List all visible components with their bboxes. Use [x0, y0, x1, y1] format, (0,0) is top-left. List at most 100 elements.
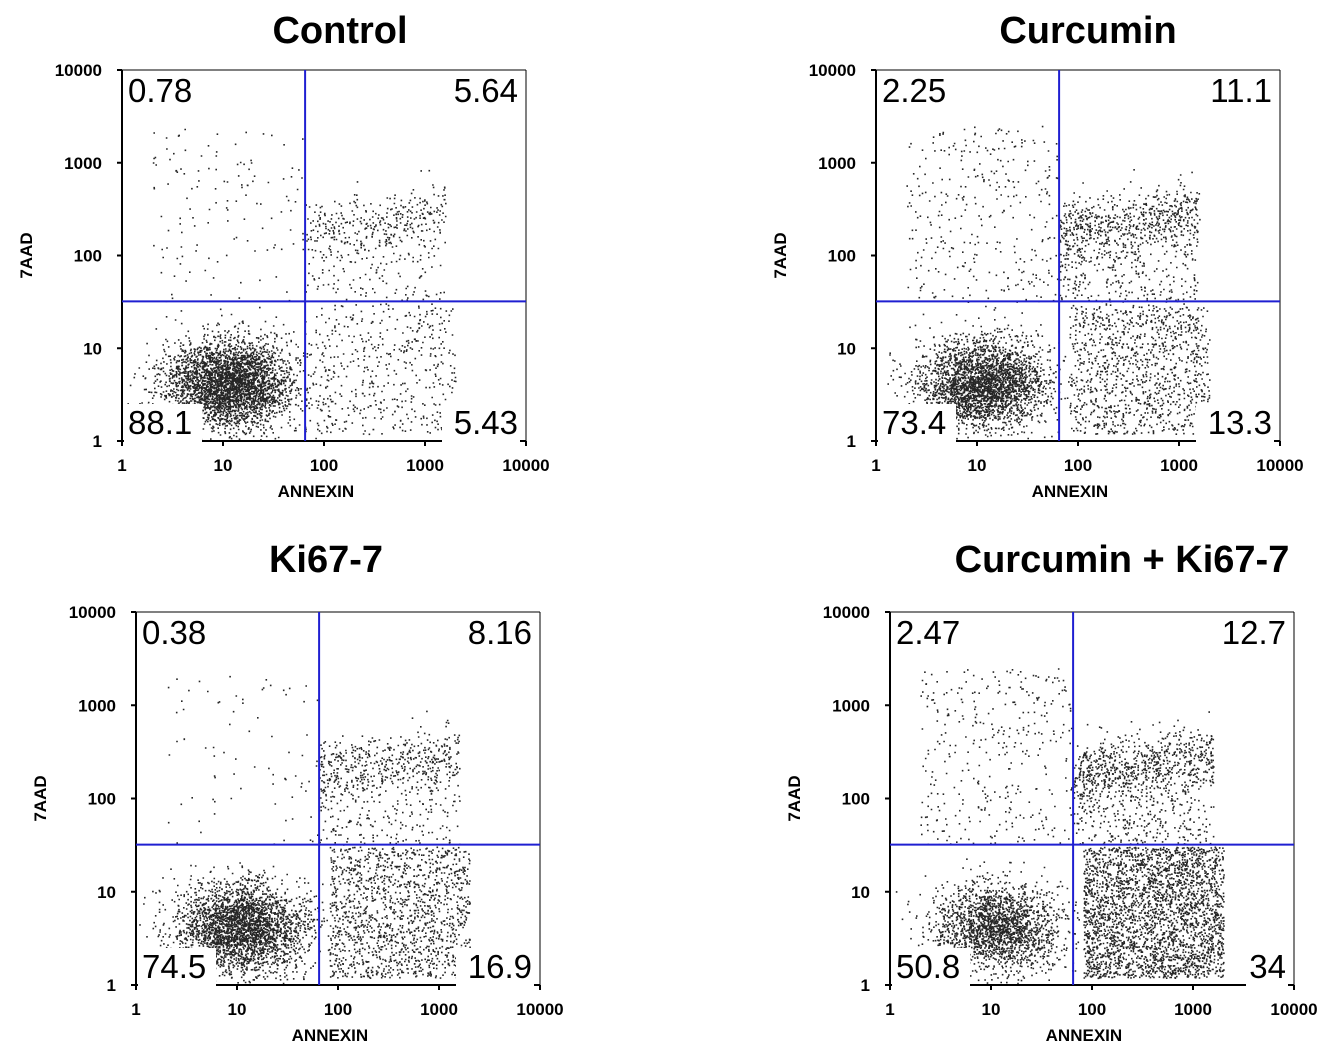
quadrant-lower-left: 88.1 [124, 404, 202, 442]
y-axis-title: 7AAD [17, 232, 36, 278]
quadrant-label-background [442, 404, 520, 442]
y-tick-label: 100 [74, 247, 102, 266]
x-tick-label: 10 [228, 1000, 247, 1019]
quadrant-lower-left: 73.4 [878, 404, 956, 442]
quadrant-value: 88.1 [128, 404, 192, 441]
x-axis-title: ANNEXIN [1032, 482, 1109, 501]
quadrant-upper-right: 12.7 [1222, 614, 1286, 651]
y-tick-label: 10 [837, 339, 856, 358]
quadrant-lower-right: 13.3 [1196, 404, 1274, 442]
y-tick-label: 10000 [809, 61, 856, 80]
x-tick-label: 1000 [406, 456, 444, 475]
x-tick-label: 100 [324, 1000, 352, 1019]
quadrant-value: 12.7 [1222, 614, 1286, 651]
x-tick-label: 1 [885, 1000, 894, 1019]
quadrant-upper-left: 2.47 [896, 614, 960, 651]
quadrant-lower-left: 50.8 [892, 948, 970, 986]
y-axis-title: 7AAD [31, 775, 50, 821]
panel-title: Ki67-7 [269, 539, 383, 581]
quadrant-value: 2.47 [896, 614, 960, 651]
quadrant-upper-right: 5.64 [454, 72, 518, 109]
y-tick-label: 1000 [832, 696, 870, 715]
x-tick-label: 100 [310, 456, 338, 475]
x-tick-label: 1 [871, 456, 880, 475]
y-tick-label: 10 [83, 339, 102, 358]
quadrant-label-background [878, 404, 956, 442]
y-tick-label: 1 [107, 976, 116, 995]
panel-title: Control [272, 10, 407, 52]
quadrant-upper-left: 0.38 [142, 614, 206, 651]
flow-panel: Curcumin + Ki67-7 1 10 100 1000 10000 1 10 100 10… [785, 539, 1318, 1045]
quadrant-lower-right: 34 [1246, 948, 1288, 986]
quadrant-value: 13.3 [1208, 404, 1272, 441]
y-tick-label: 10000 [55, 61, 102, 80]
x-tick-label: 1 [117, 456, 126, 475]
quadrant-label-background [1196, 404, 1274, 442]
event-dots [139, 675, 471, 985]
quadrant-label-background [124, 404, 202, 442]
quadrant-upper-left: 2.25 [882, 72, 946, 109]
quadrant-value: 2.25 [882, 72, 946, 109]
quadrant-value: 0.78 [128, 72, 192, 109]
quadrant-label-background [456, 948, 534, 986]
quadrant-upper-right: 8.16 [468, 614, 532, 651]
x-tick-label: 10 [214, 456, 233, 475]
y-tick-label: 1 [847, 432, 856, 451]
event-dots [127, 128, 457, 441]
x-tick-label: 10000 [1270, 1000, 1317, 1019]
quadrant-value: 5.64 [454, 72, 518, 109]
quadrant-value: 73.4 [882, 404, 946, 441]
x-axis-title: ANNEXIN [1046, 1026, 1123, 1045]
y-tick-label: 100 [842, 790, 870, 809]
event-dots [895, 668, 1225, 985]
quadrant-value: 0.38 [142, 614, 206, 651]
flow-panel: Control 1 10 100 1000 10000 1 10 100 1000 10000 ANN… [17, 10, 550, 501]
x-tick-label: 10 [968, 456, 987, 475]
quadrant-value: 8.16 [468, 614, 532, 651]
quadrant-value: 34 [1249, 948, 1286, 985]
y-tick-label: 1000 [818, 154, 856, 173]
x-tick-label: 10000 [502, 456, 549, 475]
quadrant-lower-left: 74.5 [138, 948, 216, 986]
panel-title: Curcumin + Ki67-7 [955, 539, 1290, 581]
quadrant-upper-right: 11.1 [1210, 72, 1272, 109]
x-tick-label: 100 [1064, 456, 1092, 475]
y-tick-label: 10000 [823, 603, 870, 622]
x-tick-label: 1000 [1174, 1000, 1212, 1019]
y-tick-label: 100 [88, 790, 116, 809]
x-tick-label: 10 [982, 1000, 1001, 1019]
y-tick-label: 10 [97, 883, 116, 902]
flow-panel: Curcumin 1 10 100 1000 10000 1 10 100 1000 10000 AN… [771, 10, 1304, 501]
x-axis-title: ANNEXIN [292, 1026, 369, 1045]
y-tick-label: 10 [851, 883, 870, 902]
quadrant-lower-right: 16.9 [456, 948, 534, 986]
x-tick-label: 10000 [516, 1000, 563, 1019]
y-tick-label: 100 [828, 247, 856, 266]
x-axis-title: ANNEXIN [278, 482, 355, 501]
quadrant-value: 5.43 [454, 404, 518, 441]
y-tick-label: 1000 [64, 154, 102, 173]
quadrant-value: 50.8 [896, 948, 960, 985]
y-axis-title: 7AAD [785, 775, 804, 821]
x-tick-label: 1000 [1160, 456, 1198, 475]
x-tick-label: 10000 [1256, 456, 1303, 475]
quadrant-label-background [892, 948, 970, 986]
y-axis-title: 7AAD [771, 232, 790, 278]
flow-panel: Ki67-7 1 10 100 1000 10000 1 10 100 1000 10000 ANNE… [31, 539, 564, 1045]
quadrant-value: 11.1 [1210, 72, 1272, 109]
quadrant-upper-left: 0.78 [128, 72, 192, 109]
x-tick-label: 1 [131, 1000, 140, 1019]
quadrant-value: 16.9 [468, 948, 532, 985]
y-tick-label: 1 [861, 976, 870, 995]
quadrant-lower-right: 5.43 [442, 404, 520, 442]
y-tick-label: 10000 [69, 603, 116, 622]
event-dots [881, 125, 1211, 441]
x-tick-label: 100 [1078, 1000, 1106, 1019]
panel-title: Curcumin [999, 10, 1176, 52]
y-tick-label: 1 [93, 432, 102, 451]
y-tick-label: 1000 [78, 696, 116, 715]
x-tick-label: 1000 [420, 1000, 458, 1019]
quadrant-value: 74.5 [142, 948, 206, 985]
quadrant-label-background [138, 948, 216, 986]
